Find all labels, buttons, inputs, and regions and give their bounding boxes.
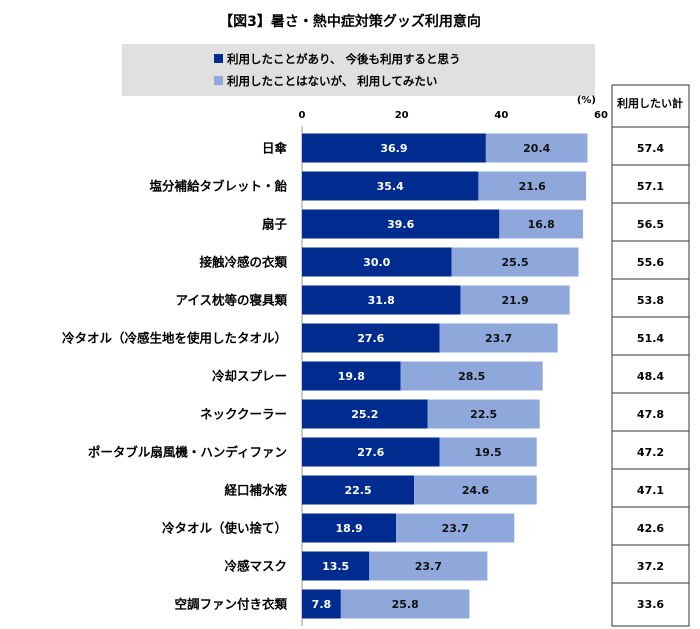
data-label: 24.6	[462, 484, 489, 497]
data-label: 35.4	[377, 180, 404, 193]
data-label: 31.8	[368, 294, 395, 307]
bar-series-2	[340, 589, 470, 619]
legend-swatch-series-1	[214, 54, 223, 63]
total-table: 利用したい計 57.4 57.1 56.5 55.6 53.8 51.4 48.4 47.8 4…	[611, 84, 690, 627]
data-label: 20.4	[523, 142, 550, 155]
bar-series-1	[302, 361, 401, 391]
x-tick-label: 40	[494, 110, 508, 121]
total-value: 33.6	[637, 598, 664, 611]
category-label: 経口補水液	[224, 483, 287, 498]
category-label: 冷タオル（冷感生地を使用したタオル）	[62, 331, 287, 346]
total-value: 47.1	[637, 484, 664, 497]
bar-series-1	[302, 437, 440, 467]
bar-series-1	[302, 399, 428, 429]
data-label: 23.7	[442, 522, 469, 535]
legend-label-series-1: 利用したことがあり、 今後も利用すると思う	[226, 52, 461, 66]
data-label: 25.8	[392, 598, 419, 611]
total-value: 47.2	[637, 446, 664, 459]
total-value: 51.4	[637, 332, 664, 345]
category-labels: 日傘塩分補給タブレット・飴扇子接触冷感の衣類アイス枕等の寝具類冷タオル（冷感生地…	[62, 141, 288, 612]
bar-series-2	[439, 437, 537, 467]
total-value: 48.4	[637, 370, 664, 383]
data-label: 23.7	[485, 332, 512, 345]
data-label: 25.2	[351, 408, 378, 421]
data-label: 28.5	[458, 370, 485, 383]
chart-title: 【図3】暑さ・熱中症対策グッズ利用意向	[219, 13, 481, 30]
category-label: 日傘	[262, 141, 288, 156]
bar-series-1	[302, 323, 440, 353]
category-label: アイス枕等の寝具類	[175, 293, 287, 308]
data-label: 13.5	[322, 560, 349, 573]
bar-series-1	[302, 513, 397, 543]
data-label: 27.6	[357, 332, 384, 345]
data-label: 27.6	[357, 446, 384, 459]
data-label: 36.9	[380, 142, 407, 155]
bar-series-2	[439, 323, 558, 353]
bar-series-1	[302, 551, 370, 581]
legend-label-series-2: 利用したことはないが、 利用してみたい	[226, 74, 437, 88]
data-label: 30.0	[363, 256, 390, 269]
bars: 36.9 20.4 35.4 21.6 39.6 16.8 30.0 25.5 31.8 21.9…	[301, 126, 588, 626]
total-value: 53.8	[637, 294, 664, 307]
bar-series-1	[302, 589, 341, 619]
data-label: 18.9	[336, 522, 363, 535]
data-label: 21.9	[501, 294, 528, 307]
category-label: ネッククーラー	[200, 407, 287, 422]
legend-box	[122, 44, 595, 96]
category-label: 接触冷感の衣類	[199, 255, 287, 270]
data-label: 25.5	[501, 256, 528, 269]
data-label: 16.8	[528, 218, 555, 231]
bar-series-2	[427, 399, 540, 429]
category-label: 冷却スプレー	[212, 369, 287, 384]
bar-series-2	[478, 171, 587, 201]
bar-series-1	[302, 285, 461, 315]
bar-series-1	[302, 133, 486, 163]
category-label: ポータブル扇風機・ハンディファン	[88, 445, 287, 460]
unit-label: (%)	[577, 95, 596, 106]
bar-series-2	[396, 513, 515, 543]
total-value: 47.8	[637, 408, 664, 421]
data-label: 39.6	[387, 218, 414, 231]
bar-series-2	[369, 551, 488, 581]
x-tick-label: 60	[594, 110, 608, 121]
data-label: 22.5	[344, 484, 371, 497]
bar-series-2	[414, 475, 537, 505]
data-label: 19.5	[475, 446, 502, 459]
legend-swatch-series-2	[214, 76, 223, 85]
x-axis-ticks: 0 20 40 60	[299, 110, 608, 121]
total-value: 57.1	[637, 180, 664, 193]
total-value: 37.2	[637, 560, 664, 573]
bar-series-2	[485, 133, 588, 163]
x-tick-label: 20	[395, 110, 409, 121]
bar-series-1	[302, 475, 415, 505]
total-value: 57.4	[637, 142, 664, 155]
total-value: 55.6	[637, 256, 664, 269]
category-label: 冷タオル（使い捨て）	[162, 521, 287, 536]
bar-series-2	[499, 209, 584, 239]
data-label: 23.7	[415, 560, 442, 573]
bar-series-1	[302, 209, 500, 239]
data-label: 19.8	[338, 370, 365, 383]
total-header: 利用したい計	[617, 96, 683, 110]
data-label: 21.6	[519, 180, 546, 193]
bar-series-1	[302, 247, 452, 277]
total-value: 56.5	[637, 218, 664, 231]
data-label: 22.5	[470, 408, 497, 421]
bar-series-1	[302, 171, 479, 201]
total-value: 42.6	[637, 522, 664, 535]
category-label: 扇子	[262, 217, 288, 232]
data-label: 7.8	[312, 598, 332, 611]
category-label: 塩分補給タブレット・飴	[149, 179, 287, 194]
x-tick-label: 0	[299, 110, 306, 121]
bar-series-2	[400, 361, 543, 391]
bar-series-2	[460, 285, 570, 315]
bar-series-2	[451, 247, 579, 277]
category-label: 空調ファン付き衣類	[174, 597, 287, 612]
category-label: 冷感マスク	[224, 559, 287, 574]
